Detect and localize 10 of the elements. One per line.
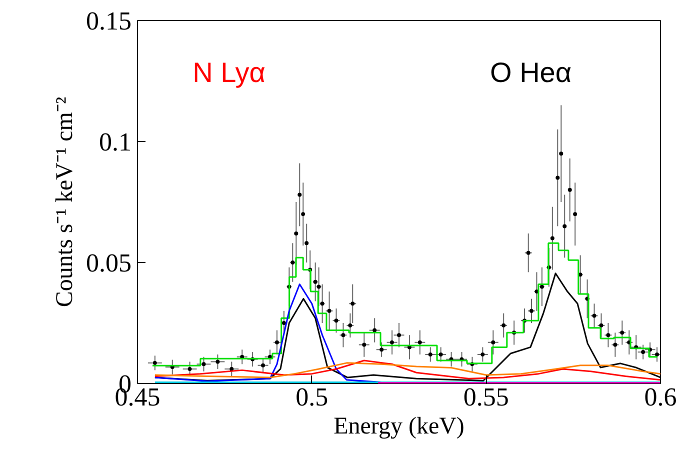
y-tick-label: 0.15 <box>86 6 132 36</box>
x-axis-title: Energy (keV) <box>334 414 464 440</box>
x-tick-label: 0.6 <box>644 382 677 412</box>
y-axis-title: Counts s⁻¹ keV⁻¹ cm⁻² <box>52 96 78 308</box>
annotation: N Lyα <box>192 56 266 88</box>
y-tick-label: 0.05 <box>86 248 132 278</box>
y-tick-label: 0.1 <box>99 128 132 156</box>
x-tick-label: 0.55 <box>463 382 509 412</box>
annotation: O Heα <box>490 56 572 88</box>
x-tick-label: 0.5 <box>296 382 328 412</box>
